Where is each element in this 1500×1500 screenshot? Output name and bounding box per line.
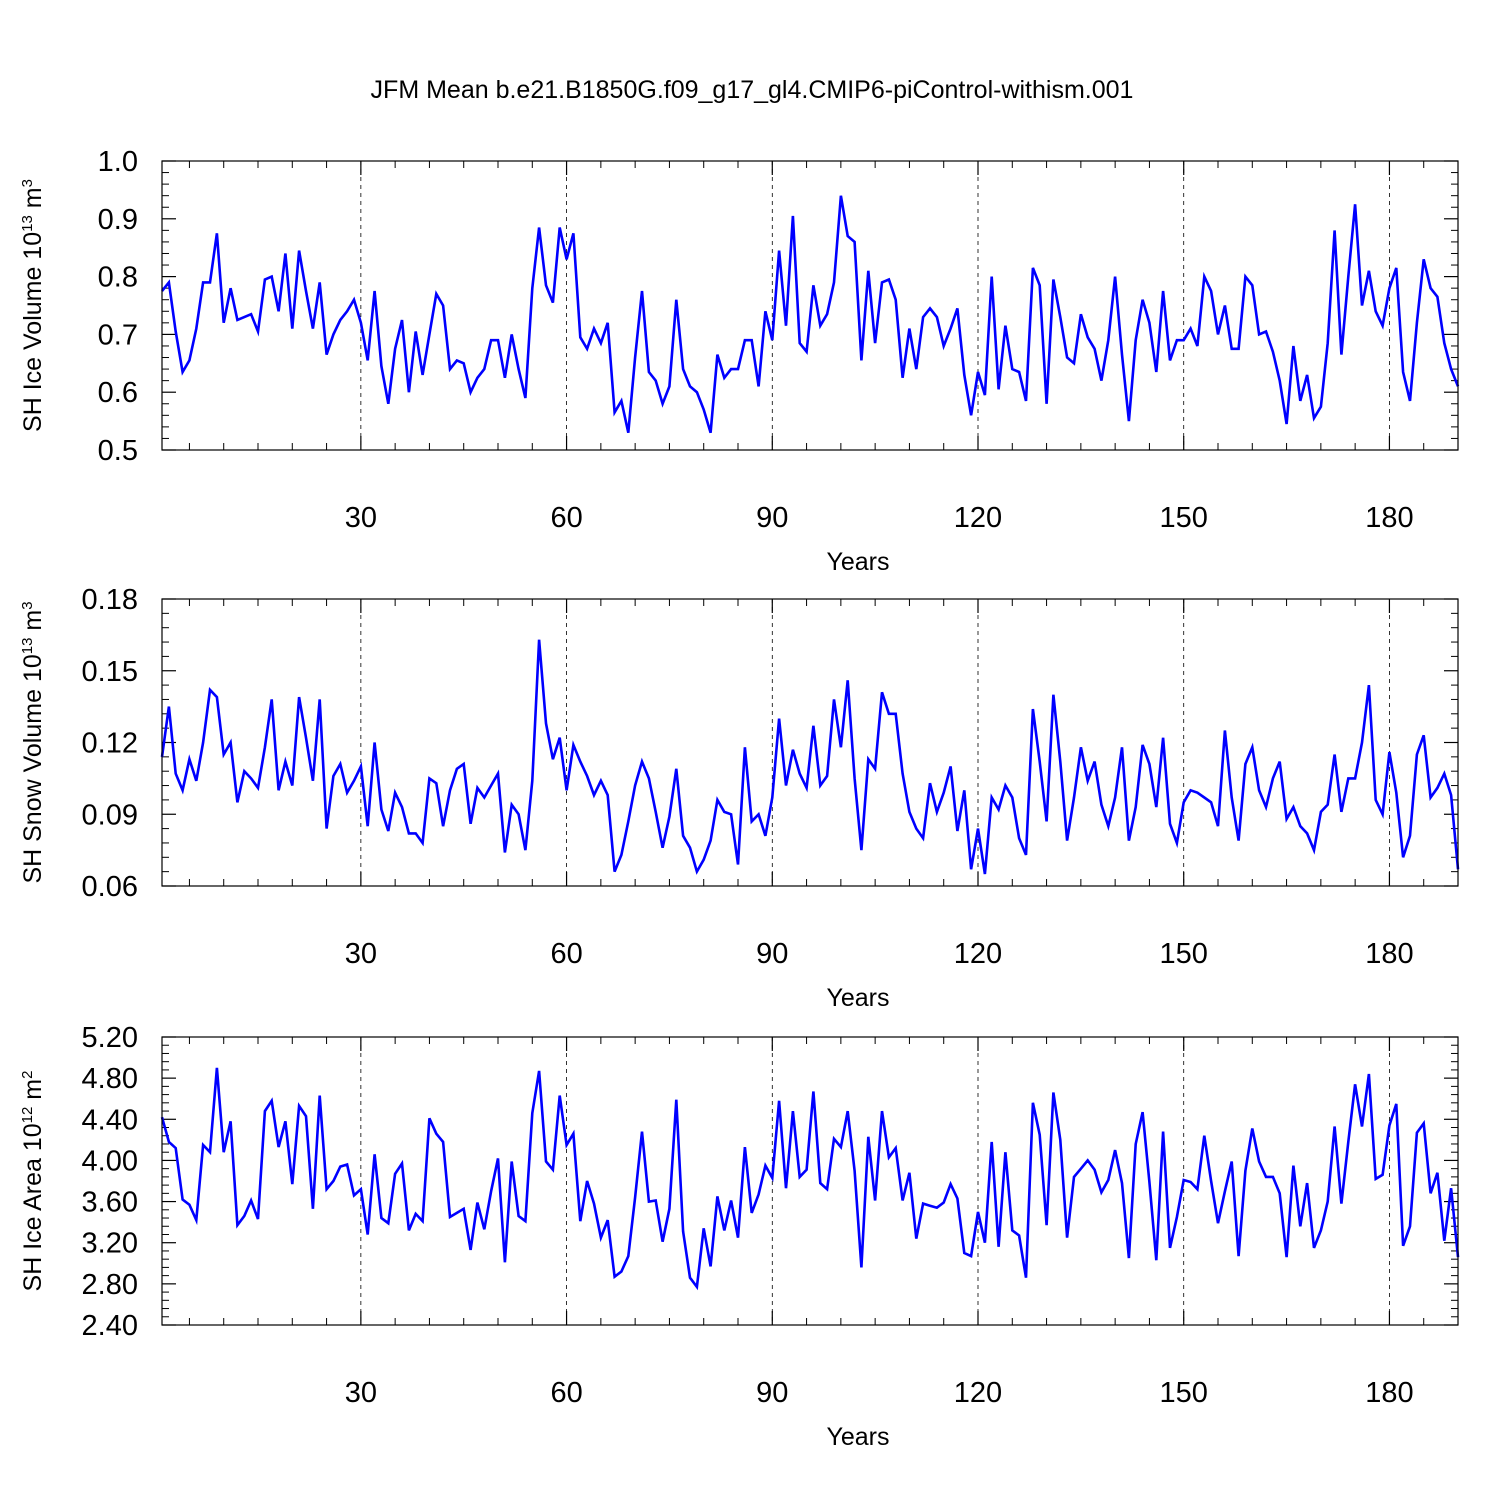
y-axis-label-part: m [19, 1079, 47, 1107]
x-tick-label: 30 [345, 1377, 377, 1409]
series-line [160, 1067, 1460, 1291]
series-line [160, 195, 1460, 434]
y-tick-label: 0.09 [82, 799, 138, 831]
y-axis-label-part: 3 [19, 601, 36, 609]
y-axis-label: SH Snow Volume 1013 m3 [19, 601, 47, 883]
y-axis-label-part: m [19, 187, 47, 215]
y-tick-label: 2.80 [82, 1269, 138, 1301]
chart-panel-3: 30 60 90 120 150 180 2.40 2.80 3.20 3.60 4.00 4.40 4… [19, 1022, 1460, 1451]
x-axis-label: Years [826, 984, 889, 1012]
x-tick-label: 150 [1160, 938, 1208, 970]
y-tick-label: 3.60 [82, 1187, 138, 1219]
plot-frame [161, 1036, 1459, 1326]
y-axis-label-part: SH Snow Volume 10 [19, 654, 47, 883]
x-tick-label: 120 [954, 1377, 1002, 1409]
chart-panel-1: 30 60 90 120 150 180 0.5 0.6 0.7 0.8 0.9 1.0 Years SH… [19, 146, 1460, 576]
y-axis-label-part: 2 [19, 1071, 36, 1079]
x-tick-label: 30 [345, 938, 377, 970]
x-tick-label: 120 [954, 502, 1002, 534]
x-tick-label: 30 [345, 502, 377, 534]
series-line [160, 639, 1460, 875]
y-axis-label: SH Ice Volume 1013 m3 [19, 179, 47, 432]
x-tick-label: 60 [550, 1377, 582, 1409]
x-tick-label: 150 [1160, 502, 1208, 534]
x-tick-label: 60 [550, 938, 582, 970]
chart-panel-2: 30 60 90 120 150 180 0.06 0.09 0.12 0.15 0.18 Years… [19, 584, 1460, 1012]
y-tick-label: 5.20 [82, 1022, 138, 1054]
y-axis-label: SH Ice Area 1012 m2 [19, 1071, 47, 1292]
y-axis-label-part: 13 [19, 215, 36, 232]
y-tick-label: 0.12 [82, 728, 138, 760]
y-axis-label-part: 12 [19, 1107, 36, 1124]
y-tick-label: 4.00 [82, 1145, 138, 1177]
panels: 30 60 90 120 150 180 0.5 0.6 0.7 0.8 0.9 1.0 Years SH… [19, 146, 1460, 1451]
x-tick-label: 90 [756, 938, 788, 970]
plot-frame [161, 160, 1459, 451]
x-tick-label: 180 [1365, 938, 1413, 970]
y-tick-label: 0.9 [98, 204, 138, 236]
x-tick-label: 120 [954, 938, 1002, 970]
x-tick-label: 90 [756, 1377, 788, 1409]
x-axis-label: Years [826, 548, 889, 576]
x-tick-label: 180 [1365, 1377, 1413, 1409]
y-tick-label: 3.20 [82, 1228, 138, 1260]
x-axis-label: Years [826, 1423, 889, 1451]
x-tick-label: 90 [756, 502, 788, 534]
y-tick-label: 0.18 [82, 584, 138, 616]
x-tick-label: 180 [1365, 502, 1413, 534]
y-axis-label-part: SH Ice Area 10 [19, 1123, 47, 1291]
y-axis-label-part: SH Ice Volume 10 [19, 232, 47, 432]
y-tick-label: 0.15 [82, 656, 138, 688]
plot-frame [161, 598, 1459, 887]
y-axis-label-part: 13 [19, 638, 36, 655]
y-tick-label: 0.8 [98, 262, 138, 294]
x-tick-label: 60 [550, 502, 582, 534]
y-tick-label: 1.0 [98, 146, 138, 178]
x-tick-label: 150 [1160, 1377, 1208, 1409]
y-tick-label: 2.40 [82, 1310, 138, 1342]
y-tick-label: 0.7 [98, 319, 138, 351]
y-tick-label: 0.06 [82, 871, 138, 903]
y-axis-label-part: m [19, 610, 47, 638]
y-tick-label: 0.6 [98, 377, 138, 409]
y-tick-label: 0.5 [98, 435, 138, 467]
figure-title: JFM Mean b.e21.B1850G.f09_g17_gl4.CMIP6-… [371, 76, 1134, 104]
y-tick-label: 4.80 [82, 1063, 138, 1095]
y-axis-label-part: 3 [19, 179, 36, 187]
y-tick-label: 4.40 [82, 1104, 138, 1136]
